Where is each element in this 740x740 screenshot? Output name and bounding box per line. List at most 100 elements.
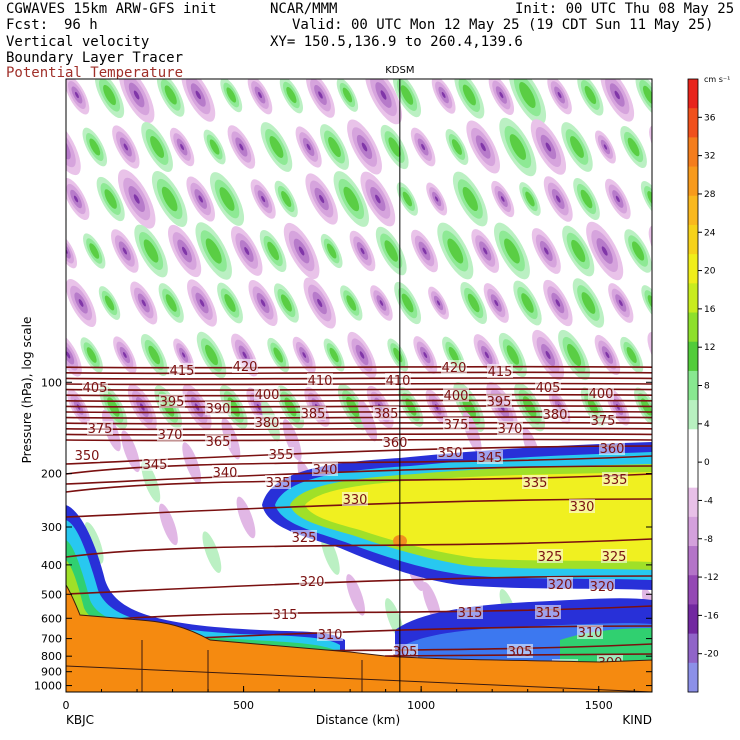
updraft-cell xyxy=(161,186,178,212)
colorbar-cell xyxy=(688,662,698,693)
theta-label-325: 325 xyxy=(602,550,627,565)
updraft-cell xyxy=(209,139,220,155)
downdraft-cell xyxy=(258,91,262,99)
downdraft-cell xyxy=(244,247,250,255)
updraft-cell xyxy=(286,86,297,104)
downdraft-cell xyxy=(654,468,680,513)
updraft-cell xyxy=(205,238,222,264)
field-boundary-layer-tracer: Boundary Layer Tracer xyxy=(6,50,184,66)
theta-label-360: 360 xyxy=(600,442,625,457)
theta-label-bg xyxy=(232,359,258,373)
updraft-cell xyxy=(384,240,399,262)
theta-label-315: 315 xyxy=(458,606,483,621)
updraft-cell xyxy=(627,137,640,157)
updraft-cell xyxy=(504,238,520,264)
updraft-cell xyxy=(400,85,414,105)
updraft-cell xyxy=(141,461,161,503)
theta-contour-385 xyxy=(66,405,652,408)
theta-label-bg xyxy=(441,360,467,374)
colorbar-label: 32 xyxy=(704,152,715,162)
y-axis-title: Pressure (hPa), log scale xyxy=(20,317,34,464)
model-title: CGWAVES 15km ARW-GFS init xyxy=(6,1,217,17)
colorbar-label: -8 xyxy=(704,535,713,545)
theta-label-365: 365 xyxy=(206,435,231,450)
downdraft-cell xyxy=(655,238,675,265)
updraft-cell xyxy=(103,84,116,106)
theta-label-bg xyxy=(522,475,548,489)
forecast-hour: 96 h xyxy=(64,17,98,33)
theta-contour-360 xyxy=(66,433,652,436)
theta-label-370: 370 xyxy=(498,422,523,437)
downdraft-cell xyxy=(494,299,499,307)
downdraft-cell xyxy=(423,351,428,359)
colorbar-cell xyxy=(688,370,698,401)
colorbar-cell xyxy=(688,195,698,226)
downdraft-cell xyxy=(671,293,687,314)
theta-label-bg xyxy=(212,465,238,479)
updraft-cell xyxy=(401,293,414,313)
theta-label-380: 380 xyxy=(255,416,280,431)
y-tick-label: 800 xyxy=(41,650,62,663)
updraft-cell xyxy=(525,191,535,207)
org-label: NCAR/MMM xyxy=(270,1,338,17)
downdraft-cell xyxy=(361,142,368,152)
theta-label-bg xyxy=(342,492,368,506)
theta-label-335: 335 xyxy=(523,476,548,491)
terrain xyxy=(65,583,653,693)
downdraft-cell xyxy=(618,299,623,307)
theta-label-bg xyxy=(169,363,195,377)
downdraft-cell xyxy=(653,343,671,367)
colorbar-cell xyxy=(688,487,698,518)
downdraft-cell xyxy=(122,352,127,358)
theta-label-bg xyxy=(268,447,294,461)
colorbar-cell xyxy=(688,108,698,138)
downdraft-cell xyxy=(543,247,549,255)
downdraft-cell xyxy=(358,399,378,442)
theta-label-bg xyxy=(535,605,561,619)
downdraft-cell xyxy=(614,90,620,100)
theta-label-bg xyxy=(601,549,627,563)
downdraft-cell xyxy=(181,352,186,358)
theta-label-330: 330 xyxy=(570,500,595,515)
downdraft-cell xyxy=(555,195,561,203)
downdraft-cell xyxy=(667,185,688,212)
downdraft-cell xyxy=(557,91,562,99)
theta-label-345: 345 xyxy=(478,451,503,466)
colorbar-cell xyxy=(688,458,698,489)
downdraft-cell xyxy=(659,351,665,360)
theta-contour-420 xyxy=(66,365,652,369)
downdraft-cell xyxy=(319,194,325,204)
updraft-cell xyxy=(328,136,341,158)
updraft-cell xyxy=(388,137,401,157)
updraft-cell xyxy=(462,186,478,212)
updraft-cell xyxy=(143,239,159,263)
theta-label-bg xyxy=(443,417,469,431)
colorbar-label: -20 xyxy=(704,650,719,660)
theta-label-375: 375 xyxy=(591,414,616,429)
plot-area xyxy=(35,75,688,692)
init-time: Init: 00 UTC Thu 08 May 25 xyxy=(515,1,735,17)
downdraft-cell xyxy=(436,300,441,306)
theta-label-bg xyxy=(569,499,595,513)
theta-label-bg xyxy=(157,427,183,441)
theta-contour-410 xyxy=(66,377,652,380)
theta-label-325: 325 xyxy=(292,531,317,546)
theta-contour-355 xyxy=(66,438,652,442)
theta-label-bg xyxy=(373,406,399,420)
updraft-cell xyxy=(320,533,340,575)
updraft-cell xyxy=(451,139,462,155)
colorbar-label: 12 xyxy=(704,343,715,353)
updraft-cell xyxy=(202,531,222,573)
colorbar-cell xyxy=(688,341,698,372)
theta-label-bg xyxy=(577,625,603,639)
terrain-surface-line xyxy=(65,665,653,693)
theta-contour-405 xyxy=(66,382,652,386)
theta-label-350: 350 xyxy=(75,449,100,464)
updraft-cell xyxy=(219,187,235,211)
forecast-label: Fcst: xyxy=(6,17,49,33)
downdraft-cell xyxy=(260,299,266,307)
theta-label-310: 310 xyxy=(578,626,603,641)
updraft-cell xyxy=(462,84,476,106)
downdraft-cell xyxy=(434,196,439,202)
updraft-cell xyxy=(35,75,65,115)
